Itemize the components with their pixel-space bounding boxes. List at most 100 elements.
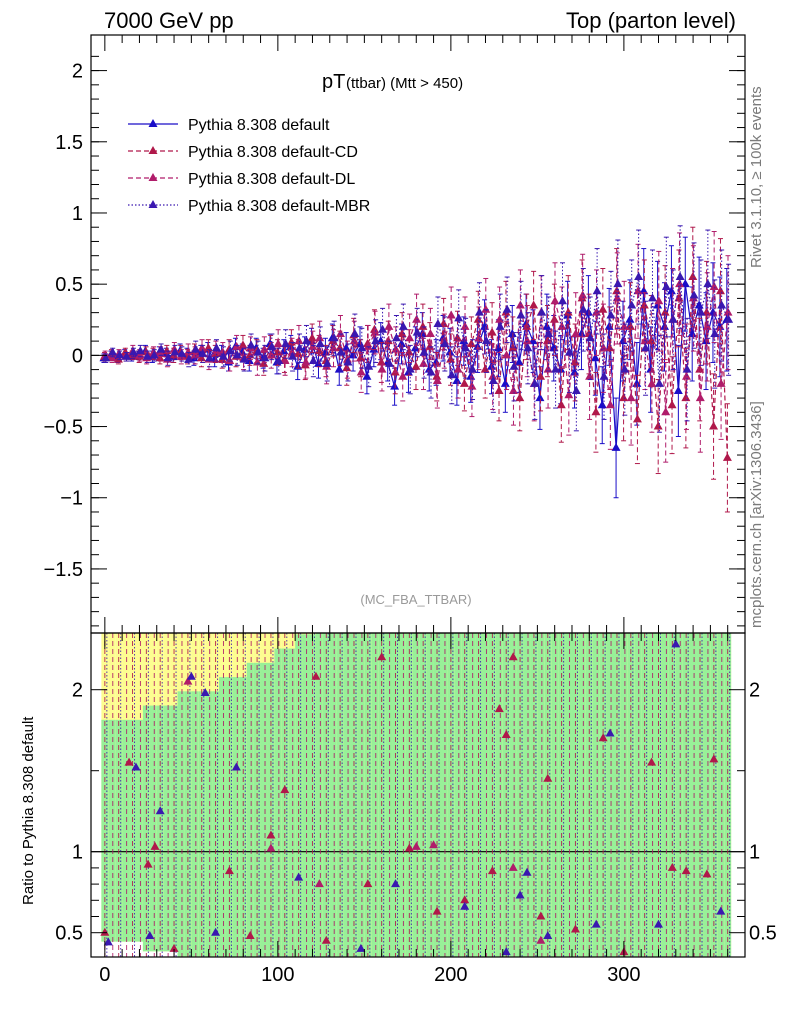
data-point (716, 378, 726, 387)
data-point (315, 333, 325, 342)
y-tick-label: 1 (72, 203, 83, 225)
data-point (135, 346, 145, 355)
ratio-point (211, 927, 221, 936)
ratio-point (103, 937, 113, 946)
data-point (724, 314, 734, 323)
data-point (620, 364, 630, 373)
data-point (307, 333, 317, 342)
data-point (530, 378, 540, 387)
data-point (660, 307, 670, 316)
ratio-point (508, 652, 518, 661)
legend: Pythia 8.308 default Pythia 8.308 default… (128, 117, 370, 215)
data-point (342, 363, 352, 372)
ratio-point (391, 879, 401, 888)
data-point (556, 400, 566, 409)
data-point (461, 343, 471, 352)
ratio-point (494, 704, 504, 713)
data-point (376, 357, 386, 366)
ratio-band-green (302, 634, 309, 957)
data-point (218, 347, 228, 356)
data-point (605, 400, 615, 409)
data-point (654, 378, 664, 387)
data-point (225, 356, 235, 365)
series-2 (100, 230, 733, 463)
data-point (598, 343, 608, 352)
data-point (335, 343, 345, 352)
data-point (260, 353, 270, 362)
data-point (267, 341, 277, 350)
ratio-point (591, 919, 601, 928)
ratio-band-green (537, 633, 545, 957)
data-point (390, 381, 400, 390)
data-point (639, 300, 649, 309)
data-point (647, 378, 657, 387)
data-point (419, 347, 429, 356)
data-point (452, 375, 462, 384)
data-point (246, 340, 256, 349)
data-point (605, 343, 615, 352)
data-point (467, 381, 477, 390)
ratio-point (294, 872, 304, 881)
data-point (708, 307, 718, 316)
legend-entry: Pythia 8.308 default-CD (128, 144, 358, 161)
data-point (404, 347, 414, 356)
ratio-point (536, 911, 546, 920)
legend-entry: Pythia 8.308 default (128, 117, 330, 134)
data-point (689, 290, 699, 299)
data-point (696, 307, 706, 316)
y-tick-label: 0 (72, 345, 83, 367)
data-point (591, 407, 601, 416)
legend-marker (148, 173, 158, 181)
data-point (709, 421, 719, 430)
data-point (612, 286, 622, 295)
data-point (709, 282, 719, 291)
ratio-band-green (177, 691, 185, 957)
ratio-point (266, 830, 276, 839)
ratio-band-green (232, 677, 240, 957)
ratio-point (100, 927, 110, 936)
legend-label: Pythia 8.308 default-DL (188, 171, 355, 188)
ratio-point (155, 806, 165, 815)
data-point (509, 361, 519, 370)
data-point (619, 393, 629, 402)
ratio-band-green (634, 633, 642, 957)
data-point (632, 414, 642, 423)
ratio-band-green (648, 633, 656, 957)
data-point (239, 354, 249, 363)
data-point (412, 327, 422, 336)
data-point (301, 357, 311, 366)
data-point (613, 279, 623, 288)
data-point (661, 407, 671, 416)
legend-label: Pythia 8.308 default-MBR (188, 198, 370, 215)
data-point (502, 350, 512, 359)
ratio-point (266, 843, 276, 852)
y-tick-label: −0.5 (44, 417, 83, 439)
data-point (695, 393, 705, 402)
data-point (266, 350, 276, 359)
ratio-point (224, 866, 234, 875)
data-point (502, 304, 512, 313)
y-tick-label: 1.5 (55, 132, 83, 154)
ratio-band-green (163, 705, 171, 952)
data-point (675, 272, 685, 281)
ratio-band-green (205, 691, 213, 957)
data-point (571, 385, 581, 394)
ratio-point (363, 879, 373, 888)
ratio-point (245, 930, 255, 939)
ratio-point (314, 879, 324, 888)
data-point (253, 347, 263, 356)
ratio-band-green (385, 633, 393, 957)
x-tick-label: 300 (607, 964, 640, 986)
ratio-point (647, 757, 657, 766)
x-tick-label: 100 (261, 964, 294, 986)
data-point (170, 347, 180, 356)
data-point (315, 338, 325, 347)
ratio-band-green (184, 691, 192, 957)
data-point (542, 321, 552, 330)
data-point (535, 393, 545, 402)
data-point (397, 338, 407, 347)
data-point (329, 343, 339, 352)
data-point (362, 371, 372, 380)
ratio-band-green (135, 719, 143, 942)
ratio-point (543, 930, 553, 939)
